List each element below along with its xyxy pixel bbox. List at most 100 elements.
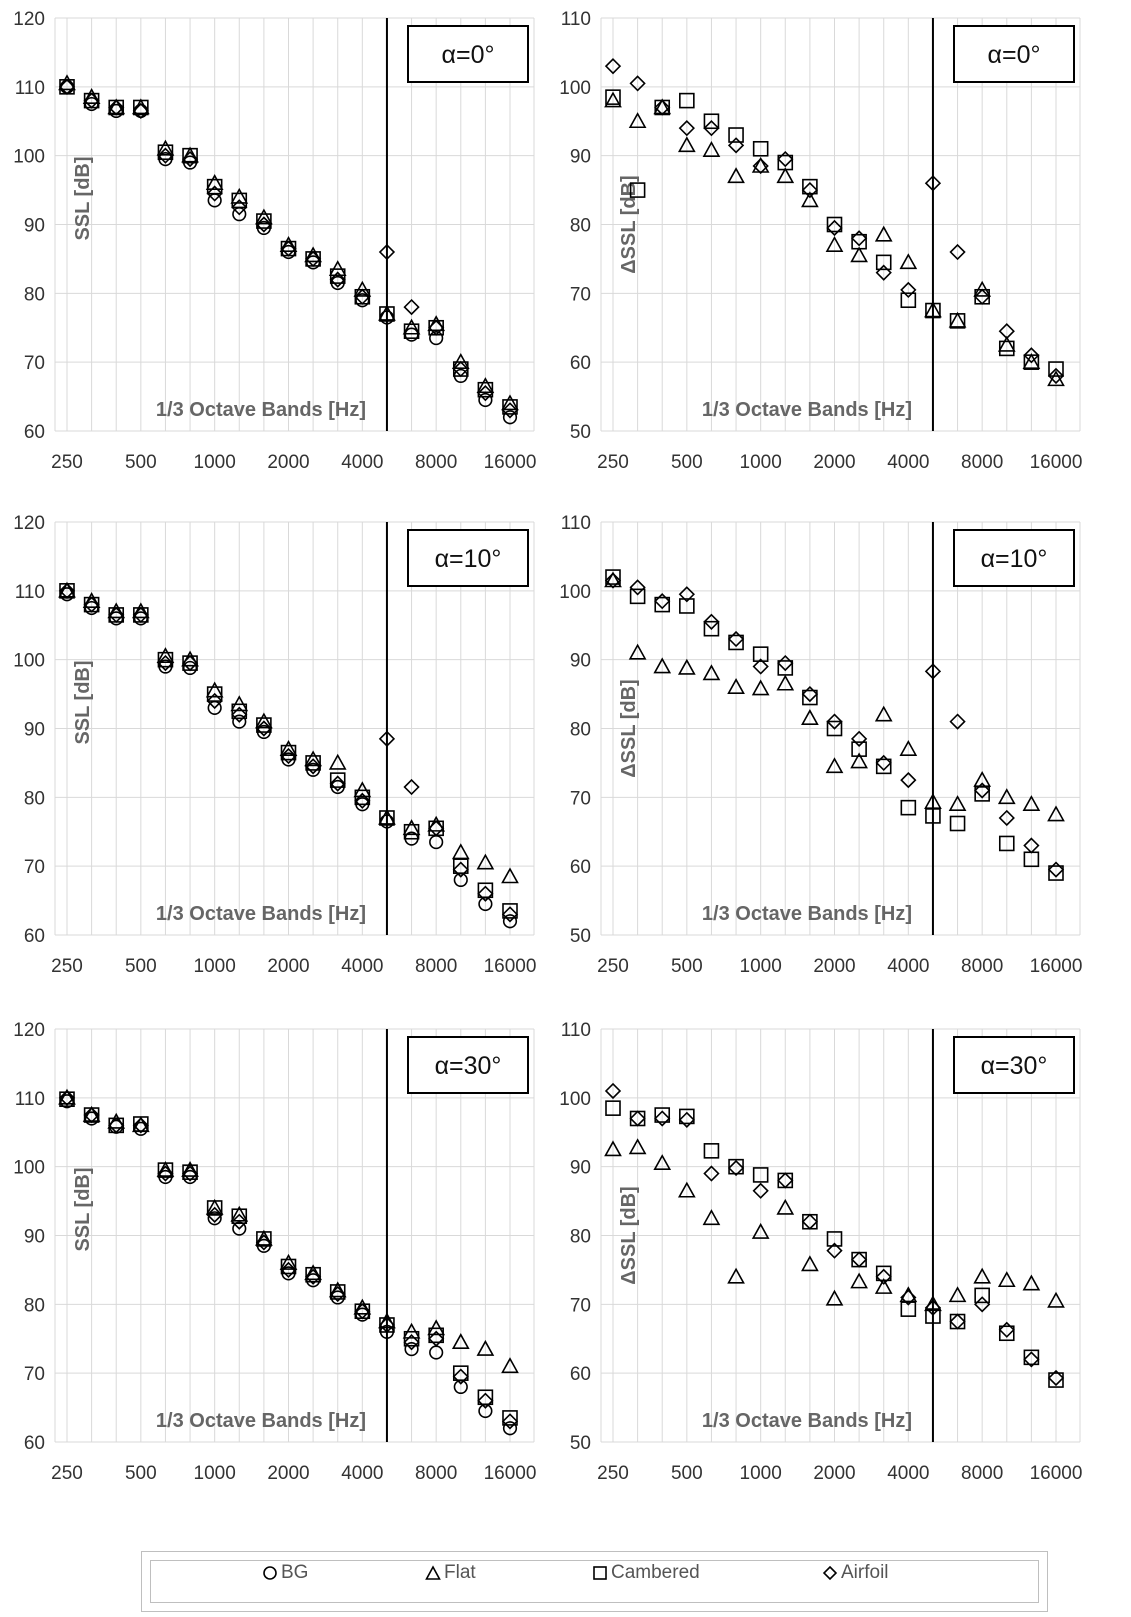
data-point-cambered <box>157 1162 174 1178</box>
data-point-flat <box>948 1286 967 1303</box>
data-point-flat <box>230 1205 249 1222</box>
data-point-cambered <box>354 789 371 806</box>
data-point-cambered <box>900 799 917 816</box>
data-point-airfoil <box>974 782 991 799</box>
data-point-flat <box>997 788 1016 805</box>
data-point-airfoil <box>157 654 174 672</box>
data-point-cambered <box>452 1365 469 1381</box>
diamond-marker-icon <box>822 1565 838 1581</box>
data-point-cambered <box>379 810 395 826</box>
x-tick-label: 16000 <box>1030 452 1083 473</box>
x-tick-label: 8000 <box>415 452 457 473</box>
data-point-airfoil <box>280 240 297 257</box>
data-point-cambered <box>1048 361 1064 377</box>
data-point-cambered <box>875 1265 892 1282</box>
data-point-flat <box>751 1222 770 1239</box>
y-tick-label: 110 <box>15 1089 45 1110</box>
series-cambered <box>605 569 1064 881</box>
data-point-airfoil <box>801 181 819 199</box>
data-point-airfoil <box>452 1368 469 1385</box>
data-point-cambered <box>703 113 720 130</box>
data-point-airfoil <box>777 150 794 168</box>
data-point-bg <box>478 392 493 408</box>
data-point-flat <box>205 1198 224 1215</box>
x-tick-label: 500 <box>125 1463 157 1484</box>
y-tick-label: 110 <box>15 582 45 603</box>
circle-marker-icon <box>263 1566 277 1580</box>
x-tick-label: 500 <box>125 956 157 977</box>
data-point-cambered <box>949 313 966 329</box>
data-point-airfoil <box>354 1303 371 1320</box>
data-point-airfoil <box>329 271 346 288</box>
data-point-flat <box>677 1181 696 1198</box>
data-point-flat <box>874 225 893 242</box>
x-tick-label: 500 <box>125 452 157 473</box>
data-point-airfoil <box>826 219 843 237</box>
data-point-airfoil <box>1023 1351 1040 1368</box>
data-point-flat <box>205 174 224 190</box>
y-tick-label: 80 <box>24 284 45 305</box>
y-tick-label: 50 <box>570 422 591 443</box>
data-point-airfoil <box>255 216 273 233</box>
data-point-airfoil <box>428 319 445 336</box>
data-point-airfoil <box>703 1165 720 1182</box>
data-point-airfoil <box>900 771 917 789</box>
data-point-flat <box>702 664 721 681</box>
y-tick-label: 50 <box>570 1433 591 1454</box>
data-point-flat <box>628 112 647 129</box>
series-airfoil <box>604 58 1065 385</box>
data-point-cambered <box>305 755 321 771</box>
data-point-flat <box>677 136 696 153</box>
data-point-cambered <box>998 340 1015 357</box>
alpha-annotation-label: α=10° <box>981 545 1048 573</box>
data-point-cambered <box>1048 865 1064 881</box>
data-point-cambered <box>206 1200 223 1216</box>
data-point-bg <box>404 1341 419 1357</box>
series-airfoil <box>58 582 519 923</box>
data-point-airfoil <box>1023 347 1040 364</box>
x-tick-label: 250 <box>51 452 83 473</box>
x-tick-label: 1000 <box>194 1463 236 1484</box>
data-point-flat <box>476 853 495 870</box>
data-point-airfoil <box>304 1268 322 1285</box>
data-point-airfoil <box>354 288 371 305</box>
data-point-airfoil <box>629 1110 646 1127</box>
data-point-cambered <box>752 1167 769 1183</box>
data-point-cambered <box>206 686 223 702</box>
data-point-cambered <box>826 720 843 737</box>
data-point-cambered <box>654 1107 671 1123</box>
x-tick-label: 2000 <box>267 956 309 977</box>
alpha-annotation-label: α=30° <box>435 1052 502 1080</box>
x-tick-label: 4000 <box>887 1463 929 1484</box>
alpha-annotation-label: α=0° <box>988 41 1041 69</box>
triangle-marker-icon <box>425 1565 441 1580</box>
legend-item-flat: Flat <box>425 1562 476 1584</box>
x-tick-label: 1000 <box>740 1463 782 1484</box>
alpha-annotation-label: α=10° <box>435 545 502 573</box>
data-point-cambered <box>605 569 621 585</box>
data-point-airfoil <box>280 747 297 765</box>
y-axis-title: SSL [dB] <box>72 156 94 240</box>
panel-ssl-alpha-10: 60 70 80 90 100 110 120 250 500 1000 2000 4000 8000 1… <box>13 513 536 977</box>
data-point-airfoil <box>378 730 396 747</box>
data-point-airfoil <box>900 1289 917 1306</box>
data-point-bg <box>502 1421 518 1436</box>
y-axis-title: SSL [dB] <box>72 660 94 744</box>
data-point-airfoil <box>654 99 671 116</box>
y-tick-label: 90 <box>570 1158 591 1179</box>
x-axis-title: 1/3 Octave Bands [Hz] <box>702 1410 912 1432</box>
y-tick-label: 100 <box>13 147 45 168</box>
y-tick-label: 50 <box>570 926 591 947</box>
data-point-cambered <box>826 216 843 233</box>
y-tick-label: 70 <box>24 353 45 374</box>
y-tick-label: 80 <box>570 1227 591 1248</box>
data-point-airfoil <box>206 1206 223 1223</box>
data-point-cambered <box>256 717 272 733</box>
data-point-airfoil <box>58 582 76 599</box>
data-point-airfoil <box>452 360 469 378</box>
data-point-cambered <box>629 182 646 198</box>
y-tick-label: 100 <box>13 651 45 672</box>
data-point-cambered <box>802 178 818 195</box>
data-point-airfoil <box>428 1330 445 1347</box>
data-point-airfoil <box>801 1213 819 1230</box>
